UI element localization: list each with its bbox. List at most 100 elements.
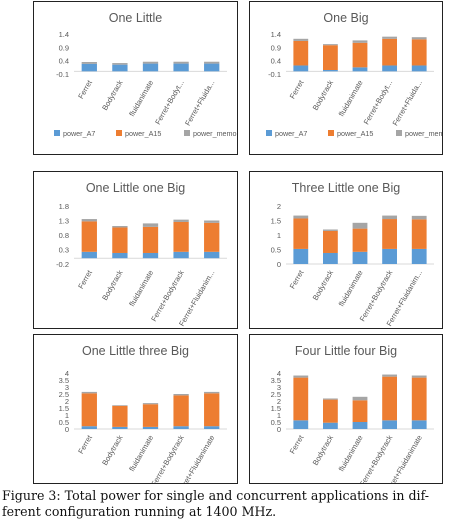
y-tick-label: 0 xyxy=(277,260,281,269)
bar-segment-power-a7 xyxy=(293,248,309,264)
bar-segment-power-a7 xyxy=(352,422,368,429)
chart-title: Four Little four Big xyxy=(295,344,397,358)
chart-title: One Little xyxy=(109,11,163,25)
caption-line-1: Figure 3: Total power for single and con… xyxy=(2,488,430,503)
bar-segment-power-a7 xyxy=(352,67,368,72)
bar-segment-power-a7 xyxy=(293,420,309,429)
x-tick-label: Ferret+Bodyt... xyxy=(153,79,186,127)
y-tick-label: 2.5 xyxy=(271,390,281,399)
y-tick-label: -0.1 xyxy=(56,70,69,79)
bar-segment-power-memory xyxy=(382,36,397,39)
x-tick-label: fluidanimate xyxy=(337,269,365,309)
bar-segment-power-a7 xyxy=(293,65,309,72)
chart-panel-one-little-three-big: One Little three Big 0 0.5 1 1.5 2 2.5 3 3.5 4 Fer… xyxy=(33,334,238,484)
y-tick-label: 0 xyxy=(65,425,69,434)
bar-segment-power-a7 xyxy=(323,252,338,264)
bar-segment-power-a15 xyxy=(173,221,189,252)
bar-segment-power-memory xyxy=(352,222,368,229)
x-tick-label: Bodytrack xyxy=(311,433,336,467)
bar-segment-power-memory xyxy=(81,219,97,222)
legend-label: power_A15 xyxy=(125,129,161,138)
bar-segment-power-a7 xyxy=(142,63,159,72)
bar-segment-power-a15 xyxy=(382,219,397,249)
y-tick-label: 0.8 xyxy=(59,231,69,240)
legend-label: power_memory xyxy=(405,129,442,138)
bar-segment-power-a15 xyxy=(112,405,128,427)
bar-segment-power-memory xyxy=(112,405,128,406)
bar-segment-power-a15 xyxy=(352,228,368,252)
chart-panel-four-little-four-big: Four Little four Big 0 0.5 1 1.5 2 2.5 3 3.5 4 Fer… xyxy=(249,334,443,484)
bar-segment-power-a15 xyxy=(293,377,309,421)
bar-segment-power-a7 xyxy=(142,252,159,259)
y-tick-label: 0.5 xyxy=(271,418,281,427)
legend-swatch xyxy=(116,130,122,136)
y-tick-label: 1.5 xyxy=(271,404,281,413)
x-tick-label: Ferret+Fluida... xyxy=(183,79,216,128)
bar-segment-power-a7 xyxy=(142,426,159,429)
bar-segment-power-memory xyxy=(411,37,427,40)
bar-segment-power-a7 xyxy=(411,65,427,72)
x-tick-label: Bodytrack xyxy=(311,78,336,112)
chart-panel-one-little: One Little -0.1 0.4 0.9 1.4 Ferret Bodytrack fl… xyxy=(33,1,238,155)
y-tick-label: 1.8 xyxy=(59,202,69,211)
y-tick-label: -0.1 xyxy=(268,70,281,79)
chart-title: One Little one Big xyxy=(86,181,185,195)
legend-label: power_A15 xyxy=(337,129,373,138)
x-tick-label: Ferret+Bodytrack xyxy=(149,433,186,483)
y-tick-label: 1.5 xyxy=(271,217,281,226)
bar-segment-power-memory xyxy=(142,61,159,64)
bar-segment-power-memory xyxy=(173,219,189,222)
y-tick-label: 1 xyxy=(277,231,281,240)
bar-segment-power-a15 xyxy=(382,376,397,421)
bar-segment-power-a7 xyxy=(204,251,220,259)
x-tick-label: Ferret xyxy=(76,78,94,101)
y-tick-label: 2.5 xyxy=(59,390,69,399)
bar-segment-power-a7 xyxy=(112,64,128,72)
chart-panel-one-big: One Big -0.1 0.4 0.9 1.4 Ferret Bodytrack fluid… xyxy=(249,1,443,155)
bar-segment-power-memory xyxy=(411,215,427,220)
bar-segment-power-a7 xyxy=(173,426,189,429)
y-tick-label: 4 xyxy=(65,369,69,378)
bar-segment-power-a15 xyxy=(293,218,309,249)
legend-swatch xyxy=(54,130,60,136)
y-tick-label: 0 xyxy=(277,425,281,434)
chart-svg: Three Little one Big 0 0.5 1 1.5 2 Ferret Bodyt… xyxy=(271,181,434,328)
x-tick-label: fluidanimate xyxy=(127,79,155,119)
y-tick-label: 3.5 xyxy=(59,376,69,385)
x-tick-label: Ferret xyxy=(76,433,94,456)
y-tick-label: 1.4 xyxy=(59,30,69,39)
y-tick-label: 3 xyxy=(277,383,281,392)
y-tick-label: 0.5 xyxy=(59,418,69,427)
x-tick-label: Bodytrack xyxy=(100,268,125,302)
bar-segment-power-a7 xyxy=(81,63,97,72)
chart-title: One Little three Big xyxy=(82,344,189,358)
bar-segment-power-a15 xyxy=(142,404,159,427)
chart-title: Three Little one Big xyxy=(292,181,400,195)
chart-svg: One Big -0.1 0.4 0.9 1.4 Ferret Bodytrack fluid… xyxy=(266,11,442,138)
y-tick-label: 1.5 xyxy=(59,404,69,413)
bar-segment-power-a7 xyxy=(382,420,397,429)
y-tick-label: 0.9 xyxy=(271,43,281,52)
chart-svg: Four Little four Big 00.511.522.533.54 Fer… xyxy=(271,344,434,483)
legend-label: power_A7 xyxy=(63,129,95,138)
bar-segment-power-memory xyxy=(142,403,159,405)
bar-segment-power-memory xyxy=(293,38,309,41)
bar-segment-power-a15 xyxy=(352,400,368,422)
chart-svg: One Little -0.1 0.4 0.9 1.4 Ferret Bodytrack fl… xyxy=(54,11,237,138)
y-tick-label: 1 xyxy=(277,411,281,420)
figure-caption: Figure 3: Total power for single and con… xyxy=(2,488,472,520)
bar-segment-power-a7 xyxy=(323,70,338,72)
y-tick-label: 4 xyxy=(277,369,281,378)
x-tick-label: fluidanimate xyxy=(337,79,365,119)
bar-segment-power-memory xyxy=(204,391,220,394)
x-tick-label: Bodytrack xyxy=(311,268,336,302)
bar-segment-power-a7 xyxy=(411,420,427,429)
bar-segment-power-a15 xyxy=(352,42,368,68)
legend-label: power_memory xyxy=(193,129,237,138)
y-tick-label: 3 xyxy=(65,383,69,392)
bar-segment-power-a7 xyxy=(352,251,368,264)
bar-segment-power-memory xyxy=(173,394,189,396)
x-tick-label: Bodytrack xyxy=(100,433,125,467)
bar-segment-power-a15 xyxy=(112,227,128,253)
caption-line-2: ferent configuration running at 1400 MHz… xyxy=(2,504,277,519)
